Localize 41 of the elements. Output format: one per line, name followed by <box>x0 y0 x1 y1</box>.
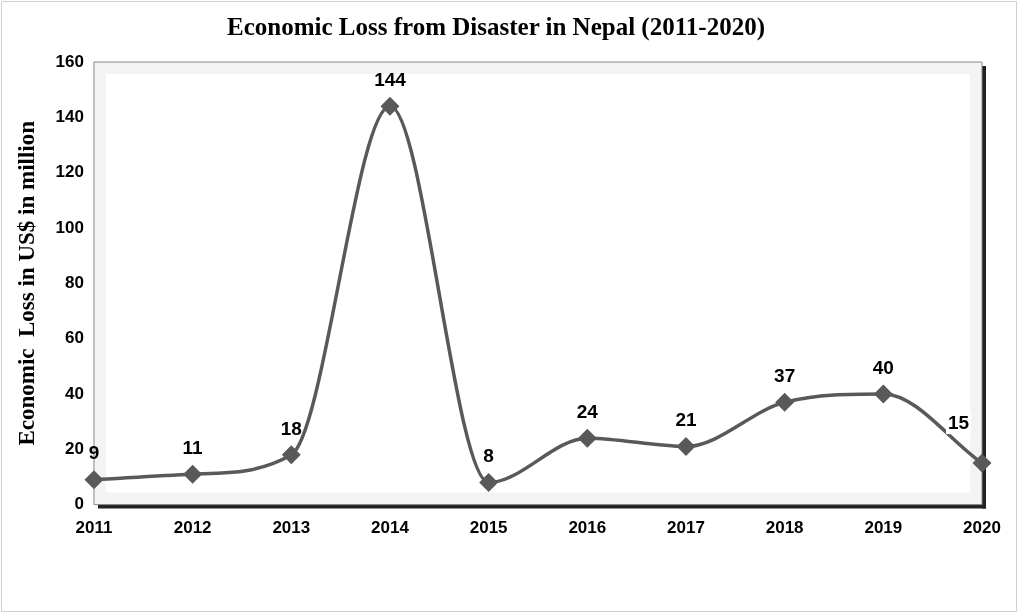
data-label: 15 <box>948 411 970 433</box>
data-label: 8 <box>483 445 494 467</box>
x-tick-label: 2012 <box>173 518 212 538</box>
point <box>381 97 399 116</box>
point <box>874 385 893 403</box>
x-tick-label: 2016 <box>568 518 607 538</box>
y-tick-label: 120 <box>55 162 84 182</box>
point <box>973 454 991 472</box>
data-label: 37 <box>774 364 796 386</box>
y-tick-label: 140 <box>55 107 84 127</box>
x-tick-label: 2015 <box>469 518 508 538</box>
y-axis-title: Economic Loss in US$ in million <box>13 120 39 446</box>
data-label: 11 <box>182 436 204 458</box>
point <box>775 393 794 411</box>
data-label: 24 <box>576 400 599 422</box>
x-tick-label: 2020 <box>963 518 1001 538</box>
point <box>183 465 202 483</box>
y-tick-label: 100 <box>55 217 84 237</box>
point <box>282 446 301 464</box>
y-tick-label: 160 <box>55 51 84 71</box>
x-tick-label: 2019 <box>864 518 903 538</box>
point <box>479 473 498 492</box>
x-tick-label: 2013 <box>272 518 311 538</box>
point <box>578 429 597 447</box>
y-tick-label: 40 <box>65 383 84 403</box>
chart-title: Economic Loss from Disaster in Nepal (2011-2020) <box>227 13 765 42</box>
x-tick-label: 2011 <box>75 518 113 538</box>
data-label: 18 <box>280 417 302 439</box>
y-tick-label: 20 <box>65 438 84 458</box>
y-tick-label: 60 <box>65 328 84 348</box>
x-tick-label: 2014 <box>371 518 410 538</box>
x-tick-label: 2017 <box>667 518 705 538</box>
point <box>85 470 103 489</box>
point <box>677 437 695 456</box>
data-label: 144 <box>374 68 407 90</box>
data-label: 9 <box>88 442 100 464</box>
y-tick-label: 80 <box>65 272 84 292</box>
x-tick-label: 2018 <box>765 518 804 538</box>
data-label: 40 <box>872 356 894 378</box>
data-label: 21 <box>675 409 697 431</box>
y-tick-label: 0 <box>74 494 84 514</box>
